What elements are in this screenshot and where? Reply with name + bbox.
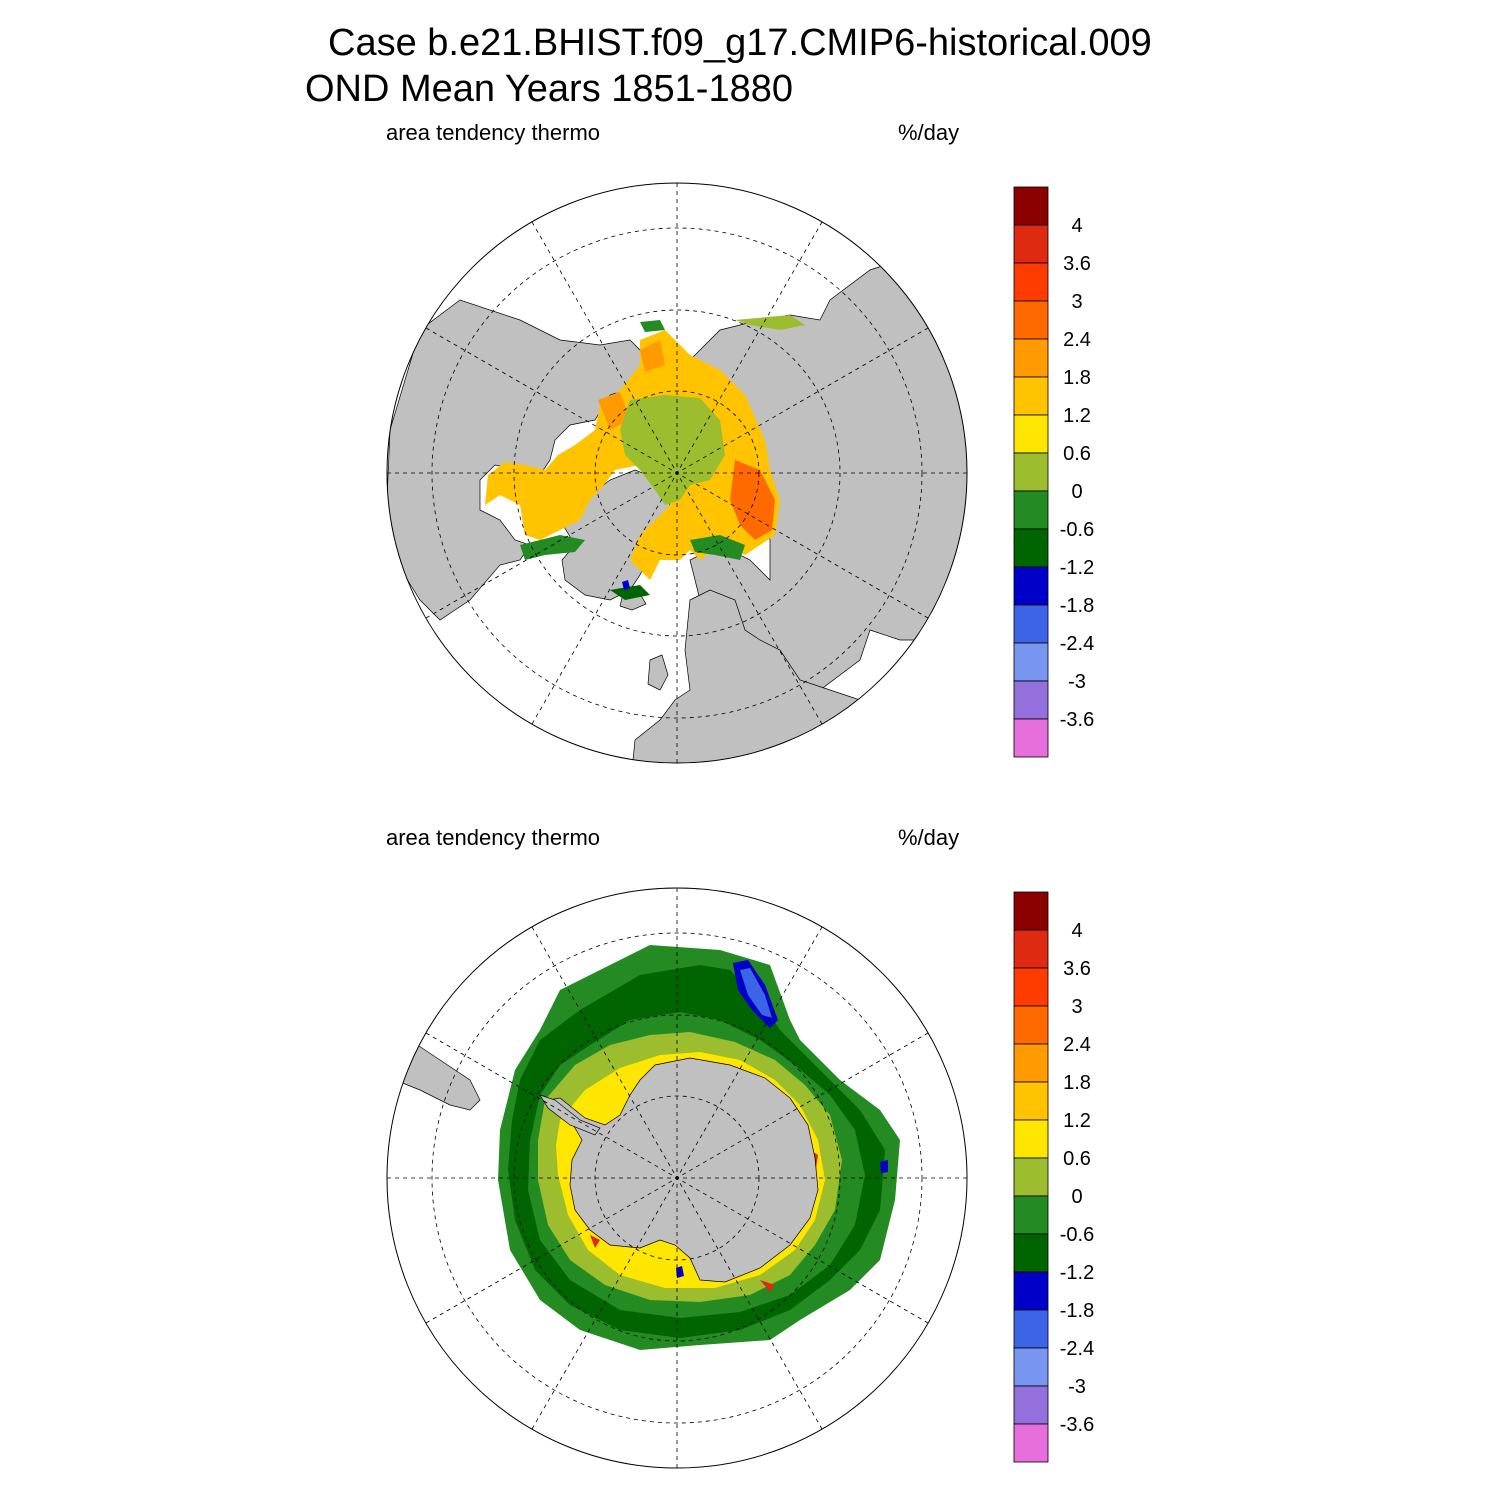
north-colorbar-box: [1013, 528, 1049, 568]
north-colorbar-tick-label: 1.8: [1063, 367, 1091, 389]
figure-title-line-1: Case b.e21.BHIST.f09_g17.CMIP6-historica…: [328, 22, 1152, 64]
north-colorbar-box: [1013, 186, 1049, 226]
north-lat-circle-outer: [431, 227, 923, 719]
south-colorbar-tick-label: 4: [1071, 920, 1082, 942]
north-polar-map: [386, 182, 968, 764]
north-colorbar-box: [1013, 376, 1049, 416]
north-colorbar-tick-label: 0.6: [1063, 443, 1091, 465]
north-colorbar-tick-label: -1.8: [1060, 595, 1094, 617]
south-polar-map: [386, 887, 968, 1469]
south-colorbar-box: [1013, 1347, 1049, 1387]
field-blue-patch-inner: [740, 968, 772, 1018]
south-colorbar-box: [1013, 1385, 1049, 1425]
north-colorbar-tick-label: -1.2: [1060, 557, 1094, 579]
figure-title-line-2: OND Mean Years 1851-1880: [305, 68, 793, 110]
north-colorbar-box: [1013, 300, 1049, 340]
field-red-edge-east: [730, 460, 775, 540]
north-colorbar-tick-label: -3: [1068, 671, 1086, 693]
field-dark-green-ring: [508, 965, 885, 1338]
north-colorbar-box: [1013, 642, 1049, 682]
north-variable-label: area tendency thermo: [386, 120, 601, 145]
south-colorbar-tick-label: -3: [1068, 1376, 1086, 1398]
field-green-okhotsk: [640, 320, 665, 332]
north-colorbar-box: [1013, 566, 1049, 606]
field-green-baffin: [610, 585, 650, 600]
south-colorbar-tick-label: 1.2: [1063, 1110, 1091, 1132]
south-colorbar-box: [1013, 1233, 1049, 1273]
south-graticule: [387, 888, 967, 1468]
north-colorbar-tick-label: 3.6: [1063, 253, 1091, 275]
south-colorbar-tick-label: 1.8: [1063, 1072, 1091, 1094]
north-meridian-150: [531, 221, 823, 725]
south-colorbar-tick-label: 0.6: [1063, 1148, 1091, 1170]
south-colorbar-box: [1013, 1119, 1049, 1159]
south-colorbar-box: [1013, 1309, 1049, 1349]
north-colorbar-tick-label: -2.4: [1060, 633, 1094, 655]
south-lat-circle-mid: [513, 1014, 841, 1342]
south-colorbar-box: [1013, 891, 1049, 931]
north-units-label: %/day: [898, 120, 960, 145]
north-colorbar-box: [1013, 414, 1049, 454]
south-colorbar-tick-label: -1.8: [1060, 1300, 1094, 1322]
south-colorbar-box: [1013, 1195, 1049, 1235]
south-colorbar-tick-label: 3.6: [1063, 958, 1091, 980]
field-green-hudson: [520, 535, 585, 560]
south-colorbar-box: [1013, 1423, 1049, 1463]
south-colorbar-tick-label: -2.4: [1060, 1338, 1094, 1360]
south-units-label: %/day: [898, 825, 960, 850]
north-colorbar-box: [1013, 680, 1049, 720]
south-lat-circle-outer: [431, 932, 923, 1424]
land-british-isles: [647, 654, 669, 691]
north-colorbar-box: [1013, 338, 1049, 378]
south-colorbar-box: [1013, 1005, 1049, 1045]
land-antarctic-peninsula: [539, 1094, 601, 1136]
south-variable-label: area tendency thermo: [386, 825, 601, 850]
north-colorbar-box: [1013, 604, 1049, 644]
field-green-barents: [690, 535, 745, 560]
south-meridian-150: [531, 926, 823, 1430]
south-colorbar-box: [1013, 1043, 1049, 1083]
field-central-pack: [620, 395, 725, 505]
south-colorbar-box: [1013, 1081, 1049, 1121]
north-map-border: [386, 182, 968, 764]
north-colorbar-box: [1013, 718, 1049, 758]
south-colorbar-tick-label: 0: [1071, 1186, 1082, 1208]
field-blue-spot-east: [880, 1160, 888, 1173]
field-red-edge-west: [598, 340, 665, 430]
north-ice-tendency-field: [485, 315, 805, 600]
north-colorbar-tick-label: 4: [1071, 215, 1082, 237]
south-colorbar-tick-label: -0.6: [1060, 1224, 1094, 1246]
south-colorbar-box: [1013, 1157, 1049, 1197]
north-colorbar-tick-label: 1.2: [1063, 405, 1091, 427]
north-colorbar-box: [1013, 490, 1049, 530]
south-map-border: [386, 887, 968, 1469]
south-colorbar-tick-label: 2.4: [1063, 1034, 1091, 1056]
north-colorbar-tick-label: -3.6: [1060, 709, 1094, 731]
north-colorbar-box: [1013, 224, 1049, 264]
north-colorbar-tick-label: 2.4: [1063, 329, 1091, 351]
north-colorbar-tick-label: -0.6: [1060, 519, 1094, 541]
north-colorbar-box: [1013, 262, 1049, 302]
south-colorbar-box: [1013, 929, 1049, 969]
south-colorbar: 4 3.6 3 2.4 1.8 1.2 0.6 0 -0.6 -1.2 -1.8 -2.4 -3 -3.6: [1013, 891, 1094, 1463]
south-colorbar-tick-label: -1.2: [1060, 1262, 1094, 1284]
south-colorbar-tick-label: 3: [1071, 996, 1082, 1018]
north-lat-circle-mid: [513, 309, 841, 637]
field-blue-spot-ross: [676, 1266, 684, 1278]
north-colorbar-box: [1013, 452, 1049, 492]
south-colorbar-box: [1013, 967, 1049, 1007]
land-antarctica: [546, 1057, 819, 1283]
north-colorbar-tick-label: 0: [1071, 481, 1082, 503]
south-colorbar-tick-label: -3.6: [1060, 1414, 1094, 1436]
north-colorbar: 4 3.6 3 2.4 1.8 1.2 0.6 0 -0.6 -1.2 -1.8 -2.4 -3 -3.6: [1013, 186, 1094, 758]
north-graticule: [387, 183, 967, 763]
field-blue-spot: [622, 580, 630, 590]
north-colorbar-tick-label: 3: [1071, 291, 1082, 313]
field-green-bering: [735, 315, 805, 330]
south-colorbar-box: [1013, 1271, 1049, 1311]
